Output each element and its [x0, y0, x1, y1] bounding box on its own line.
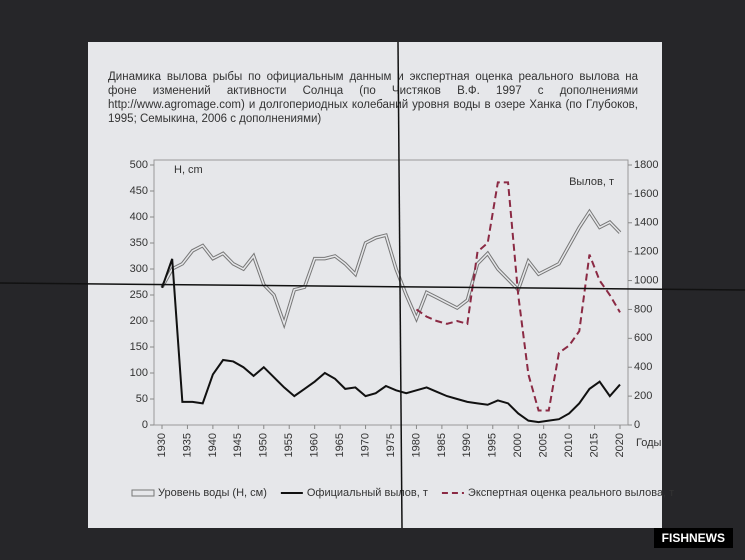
x-tick-label: 1970	[359, 433, 371, 457]
x-tick-label: 1960	[309, 433, 321, 457]
legend-swatch	[131, 489, 155, 497]
y2-tick-label: 400	[634, 361, 652, 373]
y-tick-label: 300	[130, 263, 148, 275]
y-tick-label: 0	[142, 419, 148, 431]
y-axis-label: Н, cm	[174, 164, 203, 176]
x-tick-label: 1955	[283, 433, 295, 457]
y-tick-label: 250	[130, 289, 148, 301]
y-tick-label: 50	[136, 393, 148, 405]
legend-label: Официальный вылов, т	[307, 487, 428, 499]
x-tick-label: 1980	[410, 433, 422, 457]
y2-tick-label: 1800	[634, 159, 658, 171]
series-line-inner	[161, 210, 621, 327]
crosshair	[0, 282, 745, 291]
x-tick-label: 1935	[181, 433, 193, 457]
y-tick-label: 350	[130, 237, 148, 249]
y2-tick-label: 600	[634, 332, 652, 344]
x-tick-label: 2015	[588, 433, 600, 457]
y2-tick-label: 1400	[634, 217, 658, 229]
y2-tick-label: 200	[634, 390, 652, 402]
x-tick-label: 1930	[156, 433, 168, 457]
y2-tick-label: 0	[634, 419, 640, 431]
y-tick-label: 100	[130, 367, 148, 379]
y2-tick-label: 1200	[634, 246, 658, 258]
y2-tick-label: 800	[634, 303, 652, 315]
y2-axis-label: Вылов, т	[569, 176, 614, 188]
x-tick-label: 1965	[334, 433, 346, 457]
legend-label: Уровень воды (Н, см)	[158, 487, 267, 499]
x-tick-label: 2000	[512, 433, 524, 457]
x-tick-label: 1950	[258, 433, 270, 457]
y2-tick-label: 1600	[634, 188, 658, 200]
x-tick-label: 2005	[538, 433, 550, 457]
crosshair	[397, 41, 403, 529]
y-tick-label: 400	[130, 211, 148, 223]
x-tick-label: 2010	[563, 433, 575, 457]
plot-frame	[153, 159, 629, 426]
legend-label: Экспертная оценка реального вылова, т	[468, 487, 674, 499]
x-tick-label: 1945	[232, 433, 244, 457]
y-tick-label: 450	[130, 185, 148, 197]
x-tick-label: 1975	[385, 433, 397, 457]
x-tick-label: 1940	[207, 433, 219, 457]
x-tick-label: 2020	[614, 433, 626, 457]
series-line	[415, 181, 621, 412]
x-axis-label: Годы	[636, 437, 662, 449]
y-tick-label: 150	[130, 341, 148, 353]
x-tick-label: 1985	[436, 433, 448, 457]
series-line	[161, 258, 621, 424]
y2-tick-label: 1000	[634, 274, 658, 286]
chart-title: Динамика вылова рыбы по официальным данн…	[108, 71, 638, 125]
y-tick-label: 500	[130, 159, 148, 171]
x-tick-label: 1995	[487, 433, 499, 457]
x-tick-label: 1990	[461, 433, 473, 457]
y-tick-label: 200	[130, 315, 148, 327]
watermark: FISHNEWS	[653, 528, 733, 548]
